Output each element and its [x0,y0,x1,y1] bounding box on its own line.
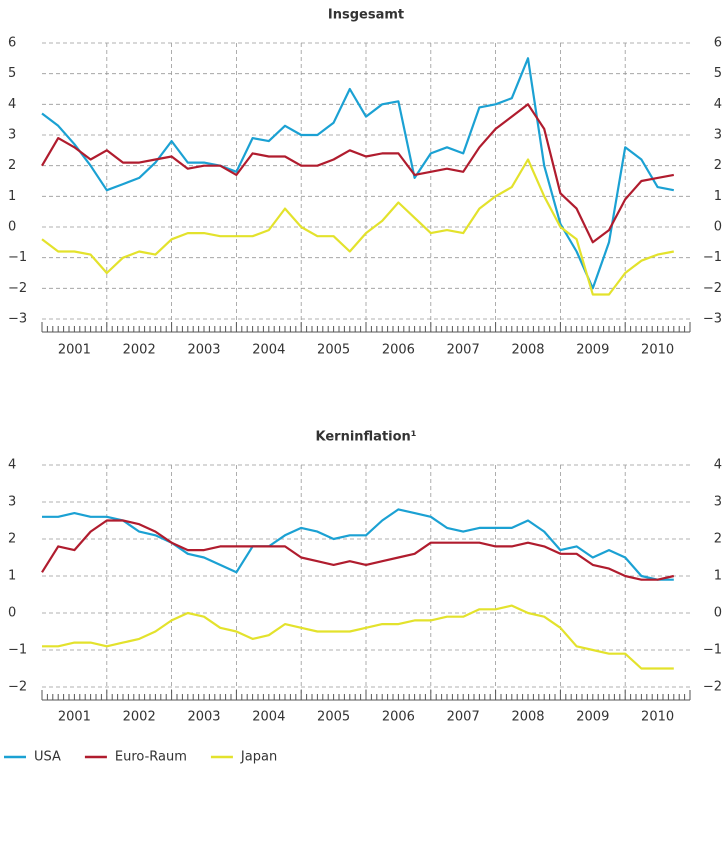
chart-title: Kerninflation¹ [316,430,417,445]
y-tick-label: −2 [8,680,27,695]
y-tick-label-right: −2 [703,281,722,296]
y-tick-label-right: 5 [714,66,722,81]
x-tick-label: 2010 [641,710,674,725]
x-tick-label: 2002 [123,343,156,358]
series-line [42,604,674,670]
y-tick-label-right: −1 [703,250,722,265]
x-tick-label: 2009 [576,343,609,358]
x-tick-label: 2003 [187,710,220,725]
y-tick-label: −2 [8,281,27,296]
x-tick-label: 2009 [576,710,609,725]
y-tick-label: −1 [8,643,27,658]
legend-label: Japan [240,750,277,765]
y-tick-label: 0 [8,606,16,621]
y-tick-label-right: −3 [703,312,722,327]
y-tick-label-right: 3 [714,495,722,510]
x-tick-label: 2007 [447,343,480,358]
legend-label: USA [34,750,61,765]
y-tick-label-right: 0 [714,220,722,235]
x-tick-label: 2005 [317,710,350,725]
y-tick-label: 4 [8,458,16,473]
series-line [41,519,675,581]
y-tick-label-right: 6 [714,36,722,51]
chart-title: Insgesamt [328,8,404,23]
y-tick-label-right: 2 [714,532,722,547]
x-tick-label: 2010 [641,343,674,358]
y-tick-label: 3 [8,128,16,143]
y-tick-label: 5 [8,66,16,81]
y-tick-label: −1 [8,250,27,265]
y-tick-label-right: 2 [714,158,722,173]
y-tick-label: 1 [8,189,16,204]
y-tick-label-right: −2 [703,680,722,695]
series-line [42,508,674,581]
y-tick-label: 1 [8,569,16,584]
series-line [41,103,675,244]
x-tick-label: 2008 [511,710,544,725]
y-tick-label: 2 [8,158,16,173]
y-tick-label-right: −1 [703,643,722,658]
x-tick-label: 2001 [58,343,91,358]
x-tick-label: 2005 [317,343,350,358]
y-tick-label-right: 4 [714,97,722,112]
y-tick-label: 4 [8,97,16,112]
y-tick-label-right: 1 [714,569,722,584]
y-tick-label-right: 0 [714,606,722,621]
x-tick-label: 2006 [382,710,415,725]
x-tick-label: 2004 [252,710,285,725]
y-tick-label: 6 [8,36,16,51]
y-tick-label: 3 [8,495,16,510]
y-tick-label-right: 4 [714,458,722,473]
x-tick-label: 2004 [252,343,285,358]
y-tick-label-right: 1 [714,189,722,204]
legend-label: Euro-Raum [115,750,187,765]
y-tick-label: 2 [8,532,16,547]
x-tick-label: 2006 [382,343,415,358]
x-tick-label: 2001 [58,710,91,725]
x-tick-label: 2003 [187,343,220,358]
series-line [41,158,675,296]
x-tick-label: 2002 [123,710,156,725]
series-line [41,57,675,290]
x-tick-label: 2008 [511,343,544,358]
y-tick-label: −3 [8,312,27,327]
x-tick-label: 2007 [447,710,480,725]
y-tick-label: 0 [8,220,16,235]
y-tick-label-right: 3 [714,128,722,143]
